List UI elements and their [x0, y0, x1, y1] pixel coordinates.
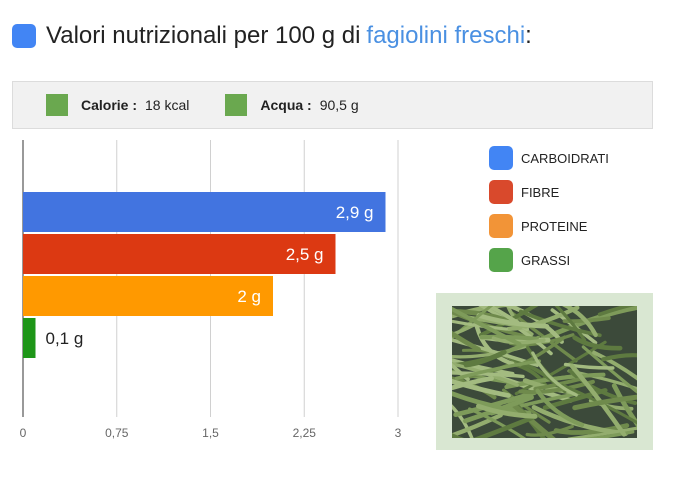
chart-legend: CARBOIDRATI FIBRE PROTEINE GRASSI [489, 146, 609, 282]
bar-value-label: 2 g [237, 287, 261, 306]
legend-swatch-carboidrati [489, 146, 513, 170]
x-tick-label: 0,75 [105, 426, 129, 440]
legend-label-fibre: FIBRE [521, 184, 560, 200]
legend-item-grassi: GRASSI [489, 248, 609, 272]
legend-label-grassi: GRASSI [521, 252, 571, 268]
legend-label-carboidrati: CARBOIDRATI [521, 150, 609, 166]
legend-item-fibre: FIBRE [489, 180, 609, 204]
bar-chart: 0 0,75 1,5 2,25 3 2,9 g 2,5 g 2 g 0,1 g [20, 140, 402, 440]
calorie-value: 18 kcal [145, 97, 190, 113]
acqua-square-icon [225, 94, 248, 116]
title-marker-square [12, 24, 36, 48]
legend-label-proteine: PROTEINE [521, 218, 588, 234]
page-title: Valori nutrizionali per 100 g di [46, 22, 361, 49]
bar-fibre [23, 234, 336, 274]
bar-carboidrati [23, 192, 386, 232]
bar-value-label: 2,5 g [286, 245, 324, 264]
acqua-label: Acqua : [260, 97, 312, 113]
x-tick-label: 3 [395, 426, 402, 440]
bar-value-label: 2,9 g [336, 203, 374, 222]
title-colon: : [525, 22, 532, 49]
calorie-info: Calorie : 18 kcal [46, 94, 189, 116]
page-title-row: Valori nutrizionali per 100 g di fagioli… [12, 18, 532, 54]
acqua-info: Acqua : 90,5 g [225, 94, 359, 116]
legend-item-carboidrati: CARBOIDRATI [489, 146, 609, 170]
x-tick-label: 0 [20, 426, 27, 440]
legend-swatch-fibre [489, 180, 513, 204]
title-link-fagiolini[interactable]: fagiolini freschi [366, 22, 526, 49]
calorie-square-icon [46, 94, 68, 116]
legend-item-proteine: PROTEINE [489, 214, 609, 238]
legend-swatch-grassi [489, 248, 513, 272]
bar-grassi [23, 318, 36, 358]
nutrition-info-bar: Calorie : 18 kcal Acqua : 90,5 g [12, 81, 653, 129]
legend-swatch-proteine [489, 214, 513, 238]
calorie-label: Calorie : [81, 97, 138, 113]
bar-proteine [23, 276, 273, 316]
acqua-value: 90,5 g [319, 97, 359, 113]
green-beans-photo [452, 306, 637, 438]
x-tick-label: 1,5 [202, 426, 219, 440]
x-tick-label: 2,25 [293, 426, 317, 440]
photo-frame [436, 293, 653, 450]
bar-value-label: 0,1 g [46, 329, 84, 348]
